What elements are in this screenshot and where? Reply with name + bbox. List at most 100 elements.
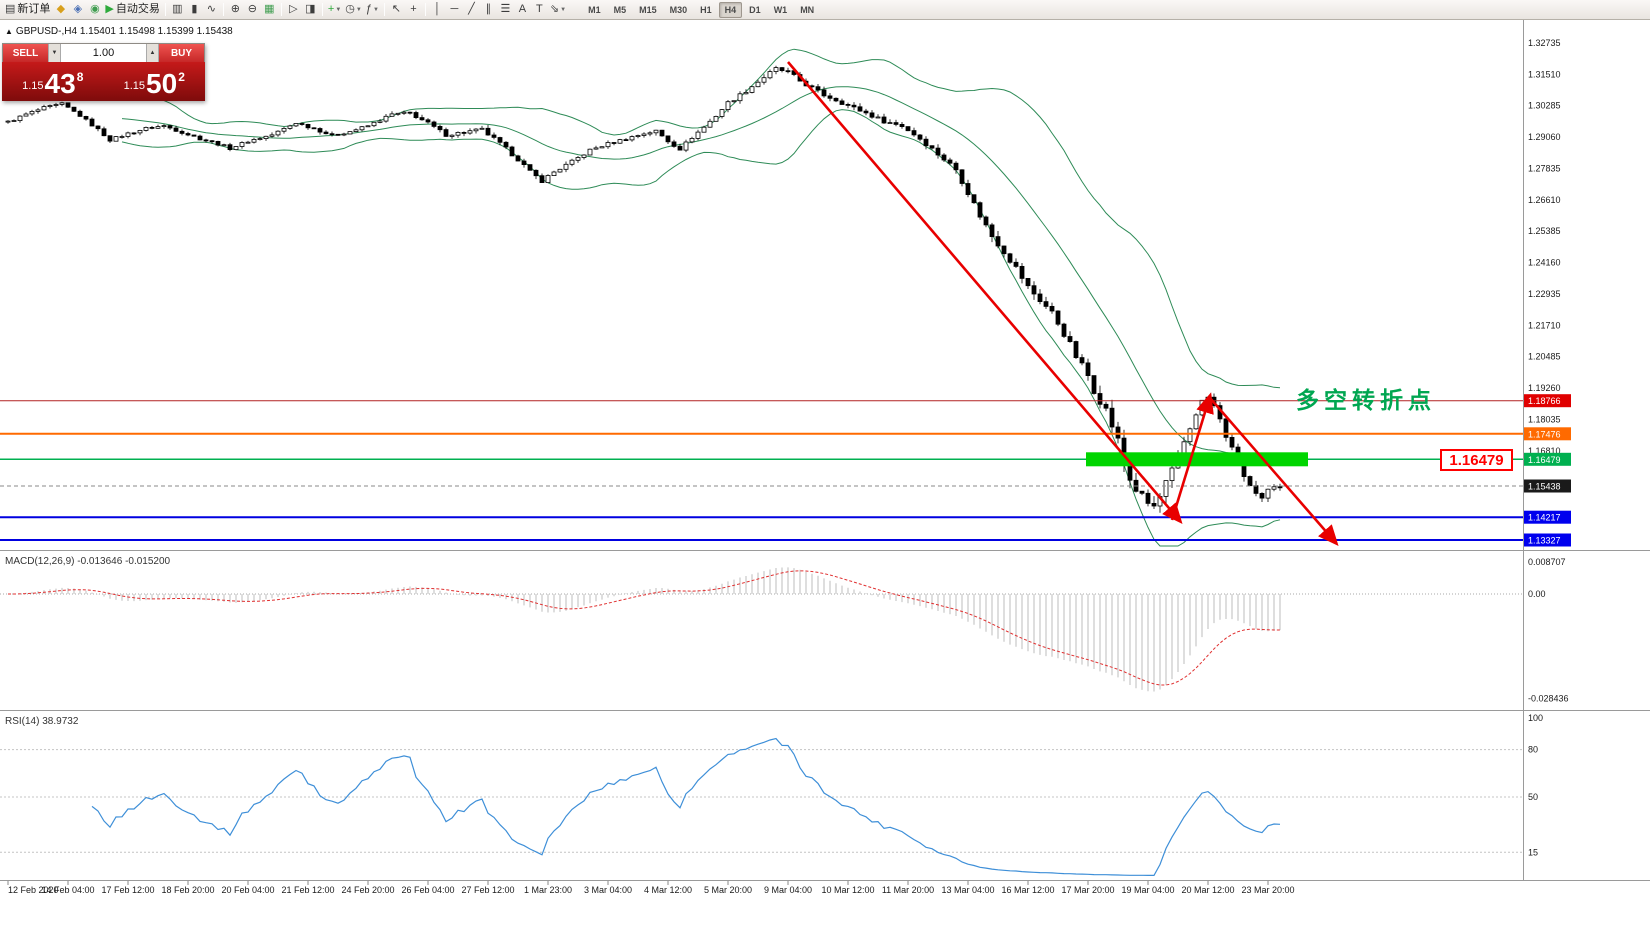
vertical-line-button[interactable]: │	[429, 1, 446, 18]
svg-text:1.18766: 1.18766	[1528, 396, 1561, 406]
line-chart-button[interactable]: ∿	[203, 1, 220, 18]
period-button[interactable]: ◷ ▼	[343, 1, 364, 18]
trend-arrow[interactable]	[787, 61, 1183, 524]
market-watch-button[interactable]: ◆	[52, 1, 69, 18]
timeframe-mn-button[interactable]: MN	[800, 4, 815, 15]
channel-button[interactable]: ∥	[480, 1, 497, 18]
trend-arrow[interactable]	[1209, 397, 1339, 546]
price-level-lines[interactable]	[0, 400, 1523, 541]
timeframe-w1-button[interactable]: W1	[773, 4, 788, 15]
svg-text:1.14217: 1.14217	[1528, 513, 1561, 523]
svg-text:12 Feb 2020: 12 Feb 2020	[8, 885, 59, 895]
lot-size-input[interactable]: 1.00	[61, 44, 146, 62]
chart-shift-icon: ◨	[305, 3, 316, 15]
svg-text:18 Feb 20:00: 18 Feb 20:00	[161, 885, 214, 895]
svg-text:11 Mar 20:00: 11 Mar 20:00	[882, 885, 934, 895]
text-label-button[interactable]: T	[531, 1, 548, 18]
buy-price-small: 1.15	[123, 80, 146, 92]
svg-text:1.31510: 1.31510	[1528, 69, 1561, 79]
autotrading-button-label: 自动交易	[115, 3, 160, 15]
buy-button[interactable]: BUY	[159, 44, 204, 62]
zoom-out-button[interactable]: ⊖	[244, 1, 261, 18]
svg-text:16 Mar 12:00: 16 Mar 12:00	[1001, 885, 1054, 895]
chart-shift-button[interactable]: ◨	[302, 1, 319, 18]
svg-text:1.19260: 1.19260	[1528, 383, 1561, 393]
svg-text:21 Feb 12:00: 21 Feb 12:00	[281, 885, 334, 895]
buy-price-big: 50	[146, 68, 178, 100]
indicators-button[interactable]: ƒ ▼	[364, 1, 381, 18]
text-icon: A	[518, 3, 527, 15]
toolbar-separator	[164, 3, 166, 16]
arrows-button[interactable]: ⇘ ▼	[548, 1, 568, 18]
navigator-button[interactable]: ◈	[69, 1, 86, 18]
trend-arrow[interactable]	[1170, 392, 1214, 521]
trendline-button[interactable]: ╱	[463, 1, 480, 18]
cursor-icon: ↖	[391, 3, 402, 15]
svg-text:0.008707: 0.008707	[1528, 557, 1566, 567]
auto-scroll-icon: ▷	[289, 3, 298, 15]
tile-windows-button[interactable]: ▦	[261, 1, 278, 18]
rsi-line	[91, 737, 1281, 876]
svg-text:15: 15	[1528, 847, 1538, 857]
timeframe-h4-button[interactable]: H4	[718, 1, 743, 18]
text-button[interactable]: A	[514, 1, 531, 18]
auto-scroll-button[interactable]: ▷	[285, 1, 302, 18]
trend-arrows[interactable]	[787, 61, 1339, 546]
new-chart-button[interactable]: + ▼	[326, 1, 343, 18]
timeframe-d1-button[interactable]: D1	[749, 4, 761, 15]
bid-ask-display: 1.15 43 8 1.15 50 2	[2, 62, 205, 101]
svg-text:27 Feb 12:00: 27 Feb 12:00	[461, 885, 514, 895]
svg-text:1.25385: 1.25385	[1528, 226, 1561, 236]
autotrading-play-icon: ▶	[105, 3, 114, 15]
lot-increase-button[interactable]: ▲	[146, 44, 159, 62]
sell-price-small: 1.15	[22, 80, 44, 92]
new-order-button[interactable]: ▤ 新订单	[3, 1, 52, 18]
support-zone-band[interactable]	[1086, 452, 1308, 467]
toolbar-separator	[222, 3, 224, 16]
svg-text:1.20485: 1.20485	[1528, 352, 1561, 362]
toolbar: ▤ 新订单 ◆ ◈ ◉ ▶ 自动交易 ▥ ▮ ∿ ⊕ ⊖ ▦ ▷ ◨ + ▼ ◷ ▼ ƒ ▼ ↖ + │ ─ ╱ ∥ ☰ A T ⇘ ▼ M1 M…	[0, 0, 1650, 20]
horizontal-line-button[interactable]: ─	[446, 1, 463, 18]
bar-chart-button[interactable]: ▥	[169, 1, 186, 18]
terminal-button[interactable]: ◉	[86, 1, 103, 18]
price-callout-box[interactable]: 1.16479	[1440, 449, 1513, 471]
svg-text:10 Mar 12:00: 10 Mar 12:00	[821, 885, 874, 895]
macd-histogram	[13, 567, 1281, 692]
svg-text:17 Feb 12:00: 17 Feb 12:00	[101, 885, 154, 895]
price-axis-badge	[1524, 427, 1571, 441]
market-watch-icon: ◆	[56, 3, 66, 15]
timeframe-m15-button[interactable]: M15	[639, 4, 657, 15]
fibonacci-button[interactable]: ☰	[497, 1, 514, 18]
timeframe-m30-button[interactable]: M30	[669, 4, 688, 15]
toolbar-separator	[280, 3, 282, 16]
rsi-indicator-label: RSI(14) 38.9732	[5, 716, 79, 727]
price-axis[interactable]: 1.32735 1.31510 1.30285 1.29060 1.27835 1.266…	[1524, 38, 1571, 547]
price-axis-badge	[1524, 533, 1571, 547]
crosshair-icon: +	[410, 3, 417, 15]
timeframe-h1-button[interactable]: H1	[700, 4, 712, 15]
sell-price[interactable]: 1.15 43 8	[2, 62, 104, 101]
buy-price[interactable]: 1.15 50 2	[104, 62, 206, 101]
zoom-in-button[interactable]: ⊕	[227, 1, 244, 18]
svg-text:17 Mar 20:00: 17 Mar 20:00	[1061, 885, 1114, 895]
svg-text:20 Mar 12:00: 20 Mar 12:00	[1181, 885, 1234, 895]
svg-text:1.18035: 1.18035	[1528, 415, 1561, 425]
svg-text:1.16479: 1.16479	[1528, 455, 1561, 465]
timeframe-m1-button[interactable]: M1	[588, 4, 601, 15]
timeframe-m5-button[interactable]: M5	[613, 4, 627, 15]
autotrading-button[interactable]: ▶ 自动交易	[103, 1, 161, 18]
cursor-button[interactable]: ↖	[388, 1, 405, 18]
svg-text:1.21710: 1.21710	[1528, 320, 1561, 330]
svg-text:26 Feb 04:00: 26 Feb 04:00	[401, 885, 454, 895]
svg-text:1.26610: 1.26610	[1528, 195, 1561, 205]
dropdown-caret-icon: ▼	[335, 6, 342, 13]
lot-decrease-button[interactable]: ▼	[48, 44, 61, 62]
toolbar-separator	[424, 3, 426, 16]
candlestick-chart-button[interactable]: ▮	[186, 1, 203, 18]
crosshair-button[interactable]: +	[405, 1, 422, 18]
indicators-icon: ƒ	[365, 3, 372, 15]
sell-button[interactable]: SELL	[3, 44, 48, 62]
bar-chart-icon: ▥	[172, 3, 183, 15]
